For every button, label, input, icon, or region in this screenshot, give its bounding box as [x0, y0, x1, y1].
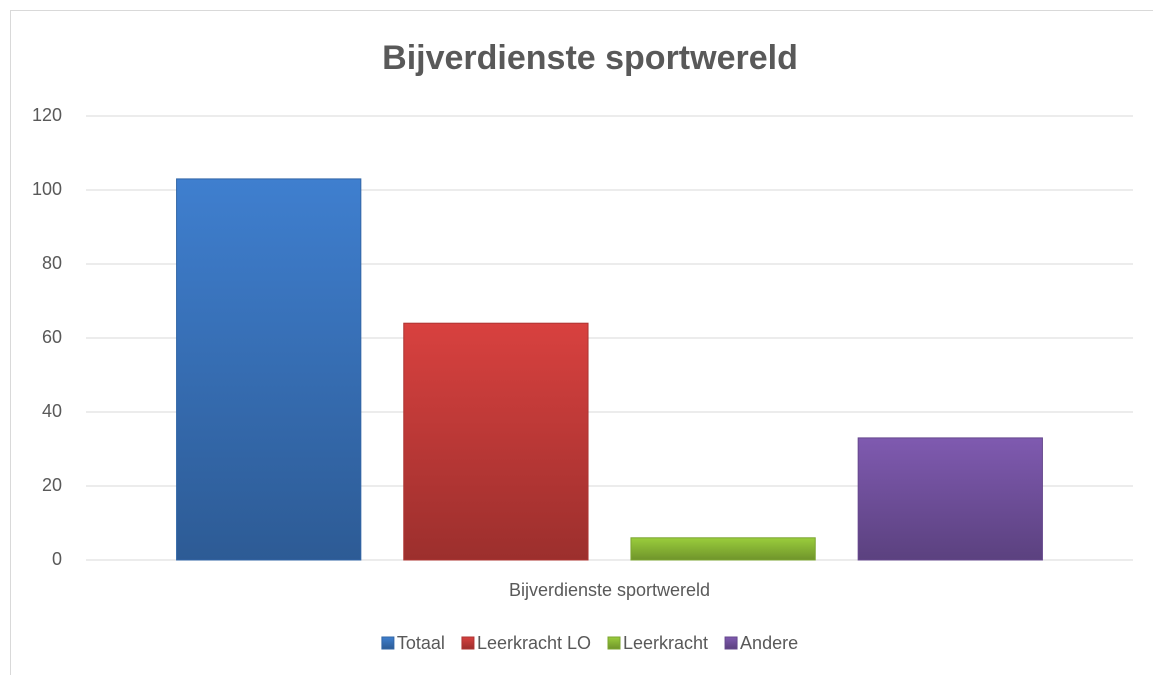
legend-label: Totaal: [397, 633, 445, 653]
x-tick-label: Bijverdienste sportwereld: [509, 580, 710, 600]
legend-marker: [381, 636, 395, 650]
bar: [857, 437, 1043, 561]
y-tick-label: 0: [52, 549, 62, 569]
bar: [630, 537, 816, 561]
legend-label: Andere: [740, 633, 798, 653]
chart-title: Bijverdienste sportwereld: [382, 39, 798, 77]
y-tick-label: 120: [32, 105, 62, 125]
bar: [176, 178, 362, 561]
y-tick-label: 80: [42, 253, 62, 273]
y-tick-label: 60: [42, 327, 62, 347]
legend-marker: [724, 636, 738, 650]
legend-marker: [461, 636, 475, 650]
legend-label: Leerkracht: [623, 633, 708, 653]
bar: [403, 322, 589, 561]
y-tick-label: 20: [42, 475, 62, 495]
y-tick-label: 40: [42, 401, 62, 421]
legend-label: Leerkracht LO: [477, 633, 591, 653]
y-tick-label: 100: [32, 179, 62, 199]
legend-marker: [607, 636, 621, 650]
